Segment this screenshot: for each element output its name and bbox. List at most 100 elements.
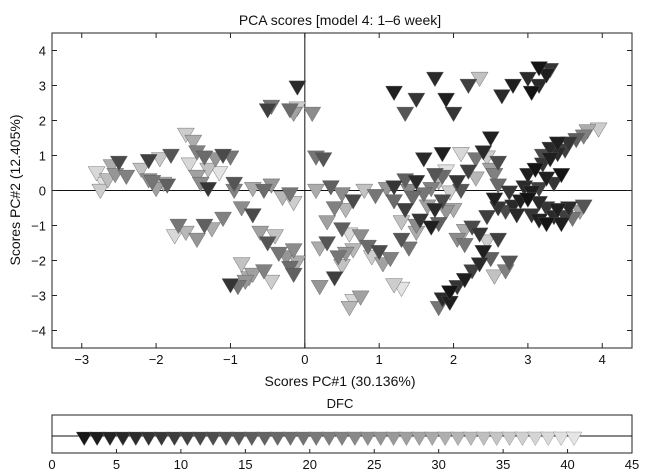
data-point [169,218,188,234]
y-axis-label: Scores PC#2 (12.405%) [7,115,23,266]
data-point [288,80,307,96]
data-point [455,238,474,254]
colorbar-tick-label: 5 [113,457,120,472]
data-point [325,201,344,217]
data-point [269,246,288,262]
colorbar-marker [436,431,454,446]
data-point [139,154,158,170]
data-point [329,250,348,266]
colorbar-marker [501,431,518,446]
x-axis-ticks: −3 −2 −1 0 1 2 3 4 [74,33,606,367]
x-tick-label: 4 [599,352,606,367]
x-tick-label: 1 [376,352,383,367]
data-point [307,183,325,199]
colorbar-tick-label: 45 [625,457,639,472]
data-point [500,255,519,271]
data-point [321,180,340,196]
colorbar-tick-label: 30 [431,457,445,472]
data-point [255,264,273,280]
chart-title: PCA scores [model 4: 1–6 week] [239,12,441,28]
colorbar-tick-label: 10 [174,457,188,472]
data-point [336,203,355,219]
data-point [132,162,151,178]
data-point [574,199,593,215]
data-point [314,152,333,168]
data-point [474,145,493,161]
data-point [537,68,556,84]
data-point [437,92,455,108]
colorbar-marker [243,431,261,446]
y-tick-label: −2 [31,254,46,269]
y-tick-label: −3 [31,289,46,304]
data-point [158,178,177,194]
data-point [466,152,485,168]
colorbar-marker [488,431,505,446]
colorbar-marker [114,431,132,446]
data-point [507,208,526,224]
data-point [385,85,403,101]
colorbar-marker [320,431,338,446]
colorbar-markers [75,431,583,446]
data-point [303,106,322,122]
data-point [318,215,336,231]
data-point [381,252,400,268]
colorbar-marker [527,431,544,446]
data-point [340,301,359,317]
data-point [385,180,403,196]
colorbar-marker [372,431,389,446]
colorbar-marker [179,431,196,446]
data-point [537,171,556,187]
data-point [522,85,541,101]
data-point [463,264,481,280]
data-point [426,71,444,87]
data-point [180,157,199,173]
data-point [466,171,485,187]
data-point [448,175,467,191]
colorbar-marker [191,431,209,446]
data-point [251,225,270,241]
data-point [500,185,519,201]
data-point [262,274,281,290]
colorbar-marker [552,431,570,446]
data-point [548,203,567,219]
data-point [485,192,504,208]
data-point [392,232,411,248]
data-point [474,245,493,261]
colorbar-ticks: 0 5 10 15 20 25 30 35 40 45 [48,449,639,472]
data-point [552,168,571,184]
colorbar-marker [565,431,583,446]
colorbar-tick-label: 25 [367,457,381,472]
data-point [489,232,508,248]
colorbar-tick-label: 35 [496,457,510,472]
data-point [485,269,504,285]
data-point [243,208,262,224]
data-point [281,103,299,119]
data-point [310,280,329,296]
y-tick-label: −4 [31,324,46,339]
data-point [459,78,478,94]
data-point [530,196,548,212]
data-point [318,236,336,252]
data-point [552,217,571,233]
data-point [195,218,214,234]
colorbar-marker [398,431,415,446]
colorbar-marker [153,431,170,446]
y-tick-label: 3 [39,79,46,94]
data-point [162,148,180,164]
data-point [225,176,244,192]
y-tick-label: 0 [39,184,46,199]
data-point [519,192,537,208]
data-point [433,147,452,163]
x-tick-label: −1 [223,352,238,367]
data-point [117,169,136,185]
data-point [351,229,370,245]
colorbar-marker [475,431,493,446]
colorbar-marker [346,431,364,446]
colorbar-marker [449,431,467,446]
y-tick-label: 1 [39,149,46,164]
colorbar-marker [359,431,377,446]
data-point [440,285,459,301]
data-point [255,183,273,199]
colorbar-marker [411,431,428,446]
